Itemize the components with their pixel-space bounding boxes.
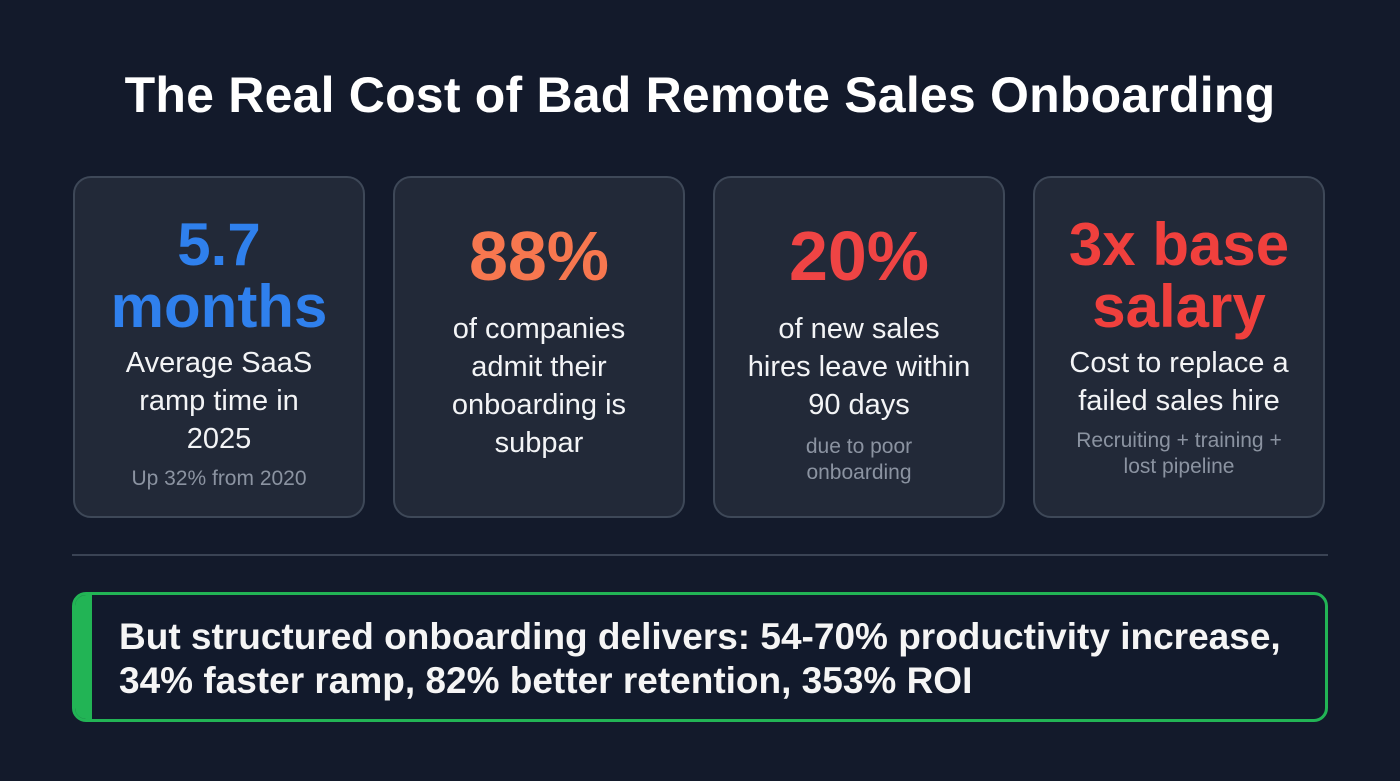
- stat-label: of companies admit their onboarding is s…: [451, 313, 627, 459]
- stat-card-early-attrition: 20% of new sales hires leave within 90 d…: [713, 176, 1005, 518]
- stat-value: 3x base salary: [1035, 214, 1323, 338]
- section-divider: [72, 554, 1328, 556]
- stat-value: 5.7 months: [75, 214, 363, 338]
- stat-card-subpar-onboarding: 88% of companies admit their onboarding …: [393, 176, 685, 518]
- stat-value-line2: salary: [1092, 273, 1266, 340]
- stat-sub: due to poor onboarding: [805, 435, 913, 484]
- stat-value: 88%: [468, 217, 610, 295]
- stat-value-line1: 3x base: [1068, 211, 1290, 278]
- stat-label: of new sales hires leave within 90 days: [747, 313, 971, 421]
- stat-value-line1: 5.7: [177, 211, 261, 278]
- stat-sub: Recruiting + training + lost pipeline: [1076, 429, 1282, 478]
- callout-box: But structured onboarding delivers: 54-7…: [72, 592, 1328, 722]
- stat-value: 20%: [788, 217, 930, 295]
- stat-card-ramp-time: 5.7 months Average SaaS ramp time in 202…: [73, 176, 365, 518]
- stat-label: Average SaaS ramp time in 2025: [125, 347, 313, 455]
- stat-value-line2: months: [110, 273, 328, 340]
- callout-text: But structured onboarding delivers: 54-7…: [119, 616, 1281, 701]
- page-title: The Real Cost of Bad Remote Sales Onboar…: [124, 67, 1276, 123]
- callout-accent-bar: [75, 595, 92, 719]
- stat-label: Cost to replace a failed sales hire: [1069, 347, 1289, 417]
- stat-card-replacement-cost: 3x base salary Cost to replace a failed …: [1033, 176, 1325, 518]
- stat-sub: Up 32% from 2020: [131, 467, 307, 490]
